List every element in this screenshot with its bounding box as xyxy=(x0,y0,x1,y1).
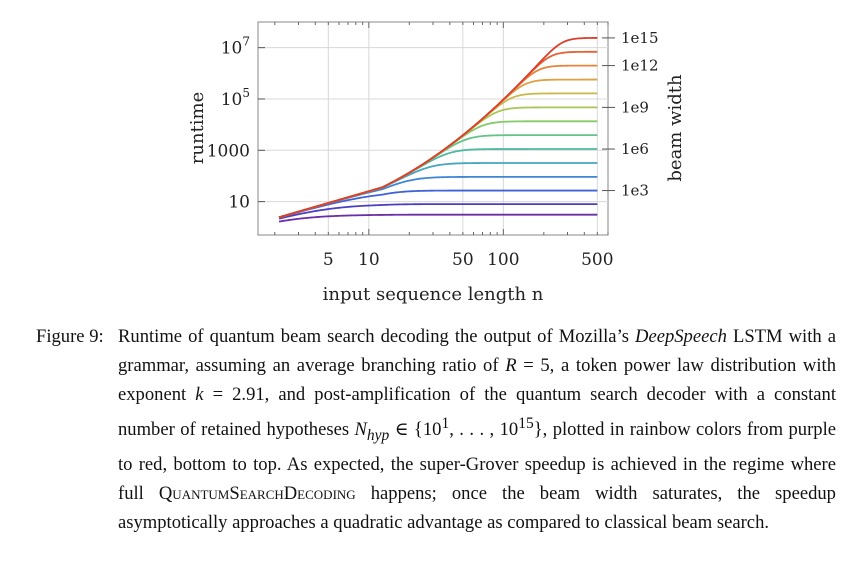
caption-text: Runtime of quantum beam search decoding … xyxy=(118,326,836,533)
quantum-search-decoding-term: QuantumSearchDecoding xyxy=(158,482,356,504)
series-line-1e3 xyxy=(278,189,598,219)
plot-grid xyxy=(258,22,608,235)
x-tick-label: 100 xyxy=(487,250,519,270)
x-axis-label: input sequence length n xyxy=(323,284,544,305)
y-tick-label: 107 xyxy=(221,35,250,59)
figure-caption: Figure 9: Runtime of quantum beam search… xyxy=(36,322,836,537)
right-tick-label: 1e15 xyxy=(621,29,659,47)
right-tick-label: 1e12 xyxy=(621,57,659,75)
y-tick-label: 105 xyxy=(221,86,250,110)
x-axis-ticks: 5 10 50 100 500 xyxy=(274,22,614,270)
y-tick-label: 1000 xyxy=(207,141,250,161)
figure-label: Figure 9: xyxy=(36,326,104,347)
y-tick-label: 10 xyxy=(228,193,250,213)
x-tick-label: 50 xyxy=(452,250,474,270)
right-axis-label: beam width xyxy=(665,74,686,182)
right-tick-label: 1e3 xyxy=(621,182,649,200)
series-curves xyxy=(278,37,598,223)
right-tick-label: 1e9 xyxy=(621,98,649,116)
right-tick-label: 1e6 xyxy=(621,140,649,158)
right-axis-ticks: 1e3 1e6 1e9 1e12 1e15 xyxy=(602,29,659,200)
y-axis-ticks: 10 1000 105 107 xyxy=(207,35,265,213)
x-tick-label: 500 xyxy=(581,250,613,270)
series-line-1e2 xyxy=(278,203,598,220)
x-tick-label: 10 xyxy=(358,250,380,270)
series-line-1e14 xyxy=(278,37,598,219)
y-axis-label: runtime xyxy=(187,92,208,165)
x-tick-label: 5 xyxy=(323,250,334,270)
series-line-1e1 xyxy=(278,213,598,223)
